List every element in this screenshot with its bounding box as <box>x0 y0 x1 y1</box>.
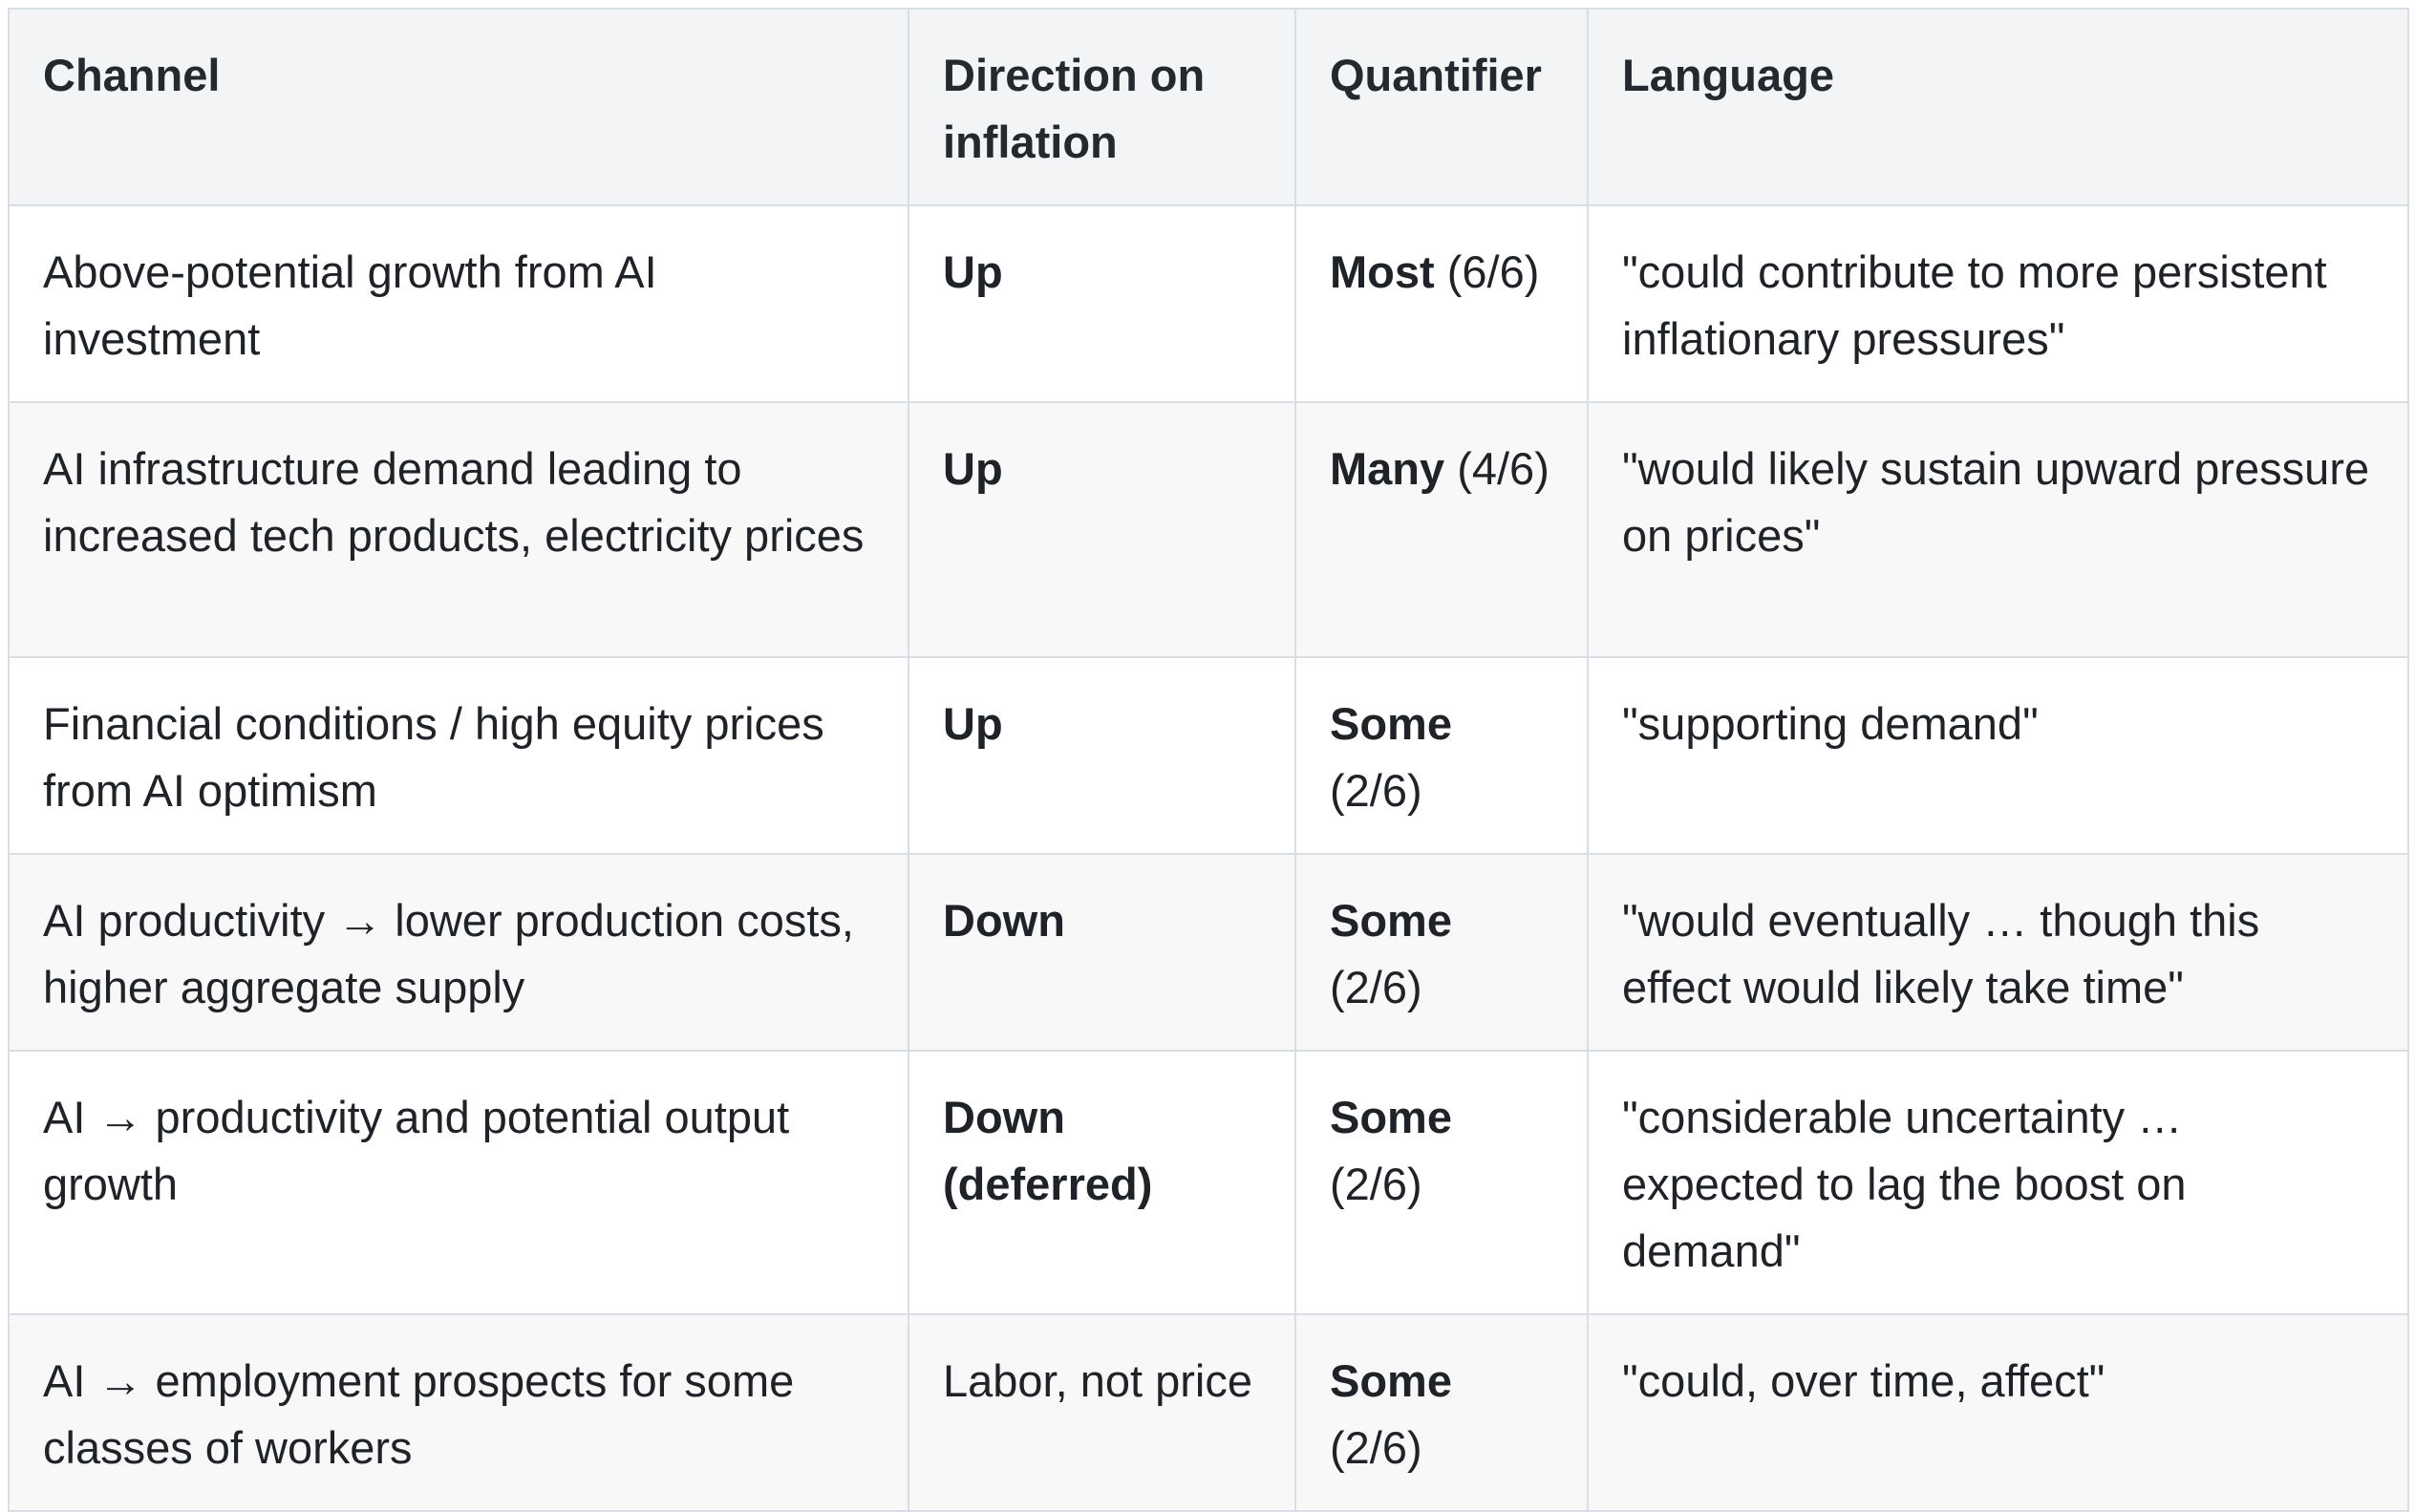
table-row: Financial conditions / high equity price… <box>8 656 2409 855</box>
header-channel: Channel <box>8 8 909 206</box>
header-language: Language <box>1587 8 2409 206</box>
table-row: Above-potential growth from AI investmen… <box>8 204 2409 403</box>
table-row: AI productivity → lower production costs… <box>8 853 2409 1052</box>
table-row: AI infrastructure demand leading to incr… <box>8 401 2409 658</box>
table-row: AI → employment prospects for some class… <box>8 1313 2409 1512</box>
cell-direction: Down (deferred) <box>908 1050 1296 1315</box>
quantifier-count: (2/6) <box>1330 1159 1422 1209</box>
inflation-channels-table: Channel Direction on inflation Quantifie… <box>8 8 2409 1512</box>
quantifier-count: (2/6) <box>1330 962 1422 1012</box>
cell-channel: Financial conditions / high equity price… <box>8 656 909 855</box>
cell-language: "supporting demand" <box>1587 656 2409 855</box>
quantifier-label: Many <box>1330 443 1445 494</box>
cell-quantifier: Some (2/6) <box>1294 1050 1589 1315</box>
cell-direction: Up <box>908 204 1296 403</box>
cell-quantifier: Some (2/6) <box>1294 656 1589 855</box>
cell-quantifier: Some (2/6) <box>1294 853 1589 1052</box>
quantifier-count: (2/6) <box>1330 765 1422 816</box>
cell-channel: Above-potential growth from AI investmen… <box>8 204 909 403</box>
cell-language: "would likely sustain upward pressure on… <box>1587 401 2409 658</box>
cell-language: "considerable uncertainty … expected to … <box>1587 1050 2409 1315</box>
cell-direction: Down <box>908 853 1296 1052</box>
cell-quantifier: Most (6/6) <box>1294 204 1589 403</box>
cell-channel: AI → employment prospects for some class… <box>8 1313 909 1512</box>
cell-language: "could, over time, affect" <box>1587 1313 2409 1512</box>
header-quantifier: Quantifier <box>1294 8 1589 206</box>
quantifier-count: (6/6) <box>1446 246 1540 297</box>
header-direction: Direction on inflation <box>908 8 1296 206</box>
quantifier-label: Some <box>1330 1355 1452 1406</box>
table-header-row: Channel Direction on inflation Quantifie… <box>8 8 2409 206</box>
cell-language: "would eventually … though this effect w… <box>1587 853 2409 1052</box>
cell-language: "could contribute to more persistent inf… <box>1587 204 2409 403</box>
quantifier-count: (2/6) <box>1330 1422 1422 1473</box>
cell-direction: Up <box>908 656 1296 855</box>
quantifier-label: Most <box>1330 246 1435 297</box>
cell-channel: AI infrastructure demand leading to incr… <box>8 401 909 658</box>
cell-quantifier: Some (2/6) <box>1294 1313 1589 1512</box>
cell-quantifier: Many (4/6) <box>1294 401 1589 658</box>
quantifier-label: Some <box>1330 895 1452 946</box>
cell-direction: Labor, not price <box>908 1313 1296 1512</box>
cell-channel: AI → productivity and potential output g… <box>8 1050 909 1315</box>
quantifier-label: Some <box>1330 1092 1452 1142</box>
quantifier-label: Some <box>1330 698 1452 749</box>
cell-channel: AI productivity → lower production costs… <box>8 853 909 1052</box>
quantifier-count: (4/6) <box>1457 443 1549 494</box>
cell-direction: Up <box>908 401 1296 658</box>
table-container: Channel Direction on inflation Quantifie… <box>8 8 2409 1512</box>
table-row: AI → productivity and potential output g… <box>8 1050 2409 1315</box>
